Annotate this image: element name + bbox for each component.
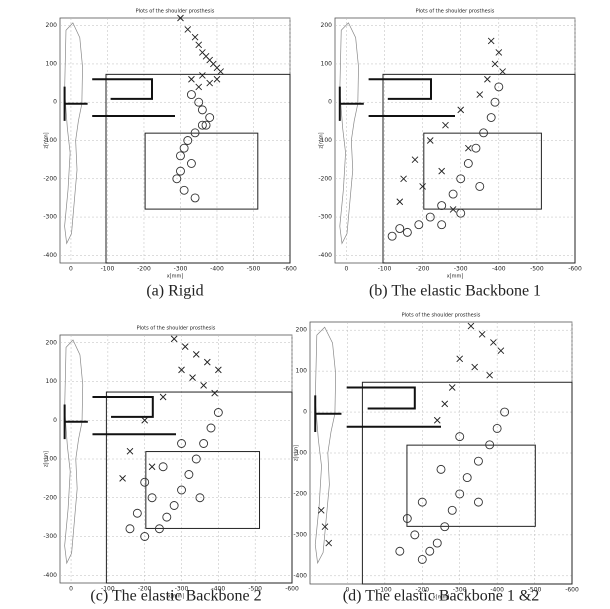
panel: 0-100-200-300-400-500-6002001000-100-200… bbox=[318, 9, 582, 300]
y-tick-label: -200 bbox=[318, 175, 332, 182]
x-tick-label: -200 bbox=[137, 266, 151, 273]
chart-title: Plots of the shoulder prosthesis bbox=[402, 313, 481, 319]
x-tick-label: -600 bbox=[285, 586, 299, 593]
panel: 0-100-200-300-400-500-6002001000-100-200… bbox=[43, 9, 297, 300]
caption: (b) The elastic Backbone 1 bbox=[369, 283, 541, 300]
y-tick-label: 0 bbox=[303, 409, 307, 416]
chart-title: Plots of the shoulder prosthesis bbox=[416, 9, 495, 15]
y-tick-label: -200 bbox=[43, 175, 57, 182]
x-tick-label: -100 bbox=[378, 266, 392, 273]
panel: 0-100-200-300-400-500-6002001000-100-200… bbox=[293, 313, 579, 605]
y-tick-label: 200 bbox=[296, 327, 308, 334]
x-tick-label: -100 bbox=[101, 266, 115, 273]
y-tick-label: 100 bbox=[321, 60, 333, 67]
x-axis-label: x[mm] bbox=[167, 274, 184, 280]
y-tick-label: -300 bbox=[293, 531, 307, 538]
x-tick-label: -400 bbox=[210, 266, 224, 273]
y-tick-label: -300 bbox=[318, 214, 332, 221]
y-tick-label: -400 bbox=[318, 252, 332, 259]
y-tick-label: -400 bbox=[43, 252, 57, 259]
y-tick-label: -400 bbox=[293, 572, 307, 579]
x-tick-label: -600 bbox=[283, 266, 297, 273]
y-tick-label: 0 bbox=[328, 99, 332, 106]
x-tick-label: -500 bbox=[530, 266, 544, 273]
y-tick-label: 0 bbox=[53, 417, 57, 424]
x-tick-label: -600 bbox=[568, 266, 582, 273]
y-axis-label: z[mm] bbox=[44, 132, 50, 148]
y-tick-label: -300 bbox=[43, 533, 57, 540]
y-axis-label: z[mm] bbox=[319, 132, 325, 148]
chart-title: Plots of the shoulder prosthesis bbox=[136, 9, 215, 15]
x-tick-label: -200 bbox=[416, 266, 430, 273]
y-tick-label: 200 bbox=[46, 22, 58, 29]
y-axis-label: z[mm] bbox=[44, 451, 50, 467]
chart-title: Plots of the shoulder prosthesis bbox=[137, 326, 216, 332]
figure: 0 -100 -200 -300 -400 -500 -600 200 100 0 -100 -200… bbox=[0, 0, 610, 609]
y-tick-label: -200 bbox=[293, 490, 307, 497]
x-tick-label: 0 bbox=[69, 266, 73, 273]
x-axis-label: x[mm] bbox=[447, 274, 464, 280]
x-tick-label: -600 bbox=[565, 587, 579, 594]
caption: (c) The elastic Backbone 2 bbox=[90, 588, 261, 605]
y-tick-label: 100 bbox=[46, 378, 58, 385]
panel: 0-100-200-300-400-500-6002001000-100-200… bbox=[43, 326, 299, 605]
y-tick-label: 0 bbox=[53, 99, 57, 106]
y-tick-label: -400 bbox=[43, 572, 57, 579]
x-tick-label: -400 bbox=[492, 266, 506, 273]
caption: (d) The elastic Backbone 1 &2 bbox=[343, 588, 540, 605]
x-tick-label: -500 bbox=[247, 266, 261, 273]
y-tick-label: -300 bbox=[43, 214, 57, 221]
plot-area bbox=[60, 18, 290, 263]
x-tick-label: 0 bbox=[345, 266, 349, 273]
caption: (a) Rigid bbox=[146, 283, 203, 300]
x-tick-label: -300 bbox=[174, 266, 188, 273]
x-tick-label: 0 bbox=[69, 586, 73, 593]
y-tick-label: 200 bbox=[321, 22, 333, 29]
x-tick-label: -300 bbox=[454, 266, 468, 273]
y-tick-label: 100 bbox=[46, 60, 58, 67]
y-tick-label: 200 bbox=[46, 339, 58, 346]
y-tick-label: -200 bbox=[43, 494, 57, 501]
y-axis-label: z[mm] bbox=[294, 445, 300, 461]
y-tick-label: 100 bbox=[296, 368, 308, 375]
